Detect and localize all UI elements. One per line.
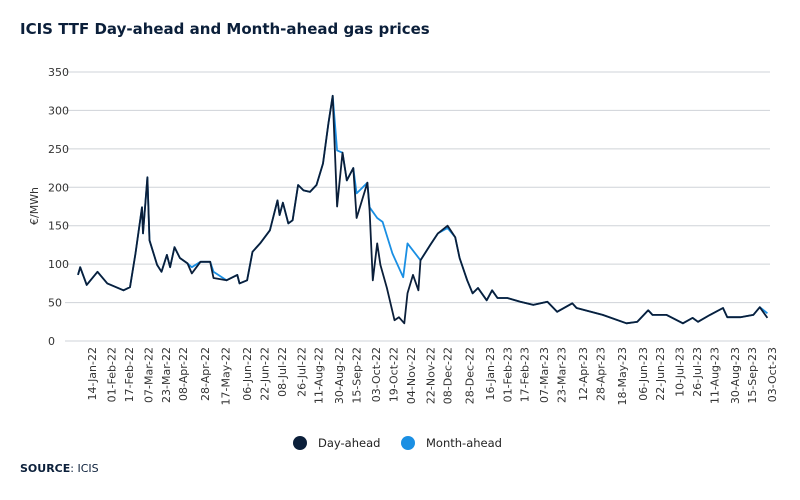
x-tick-label: 03-Oct-23 xyxy=(766,347,779,402)
series-line-day-ahead xyxy=(77,94,769,325)
x-tick-label: 12-Apr-23 xyxy=(577,347,590,401)
x-tick-label: 06-Jun-22 xyxy=(241,347,254,401)
x-tick-label: 23-Mar-22 xyxy=(160,347,173,403)
y-axis-label: €/MWh xyxy=(28,187,41,225)
chart-title: ICIS TTF Day-ahead and Month-ahead gas p… xyxy=(20,20,430,38)
x-tick-label: 26-Jul-23 xyxy=(691,347,704,397)
x-tick-label: 03-Oct-22 xyxy=(370,347,383,402)
x-tick-label: 22-Jun-22 xyxy=(258,347,271,401)
x-tick-label: 10-Jul-23 xyxy=(674,347,687,397)
y-tick-label: 250 xyxy=(48,143,69,156)
legend-label: Day-ahead xyxy=(318,436,380,450)
y-tick-label: 100 xyxy=(48,258,69,271)
x-tick-label: 14-Jan-22 xyxy=(86,347,99,401)
x-tick-label: 08-Apr-22 xyxy=(177,347,190,401)
source-label: SOURCE xyxy=(20,462,71,475)
legend-label: Month-ahead xyxy=(426,436,502,450)
x-tick-label: 06-Jun-23 xyxy=(637,347,650,401)
y-tick-label: 0 xyxy=(48,335,55,348)
x-tick-label: 08-Dec-22 xyxy=(442,347,455,404)
x-tick-label: 17-Feb-22 xyxy=(123,347,136,402)
source-note: SOURCE: ICIS xyxy=(20,462,99,475)
x-tick-label: 15-Sep-22 xyxy=(351,347,364,404)
x-tick-label: 15-Sep-23 xyxy=(746,347,759,404)
x-tick-label: 30-Aug-22 xyxy=(333,347,346,404)
x-tick-label: 17-Feb-23 xyxy=(519,347,532,402)
x-tick-label: 01-Feb-22 xyxy=(106,347,119,402)
x-tick-label: 11-Aug-23 xyxy=(708,347,721,404)
x-tick-label: 07-Mar-23 xyxy=(538,347,551,403)
x-tick-label: 04-Nov-22 xyxy=(405,347,418,404)
y-tick-label: 300 xyxy=(48,104,69,117)
x-tick-label: 07-Mar-22 xyxy=(142,347,155,403)
x-tick-label: 22-Nov-22 xyxy=(424,347,437,404)
y-tick-label: 200 xyxy=(48,181,69,194)
x-tick-label: 26-Jul-22 xyxy=(295,347,308,397)
legend-marker-month-ahead xyxy=(401,436,415,450)
x-tick-label: 23-Mar-23 xyxy=(555,347,568,403)
x-tick-label: 17-May-22 xyxy=(219,347,232,405)
x-tick-label: 30-Aug-23 xyxy=(729,347,742,404)
x-tick-label: 28-Dec-22 xyxy=(463,347,476,404)
y-tick-label: 50 xyxy=(48,297,62,310)
x-tick-label: 01-Feb-23 xyxy=(501,347,514,402)
x-tick-label: 11-Aug-22 xyxy=(313,347,326,404)
x-tick-label: 22-Jun-23 xyxy=(654,347,667,401)
x-tick-label: 16-Jan-23 xyxy=(484,347,497,401)
x-tick-label: 19-Oct-22 xyxy=(387,347,400,402)
x-tick-label: 28-Apr-23 xyxy=(594,347,607,401)
series-line-month-ahead xyxy=(77,94,768,325)
x-tick-label: 28-Apr-22 xyxy=(199,347,212,401)
y-tick-label: 150 xyxy=(48,220,69,233)
x-tick-label: 18-May-23 xyxy=(616,347,629,405)
x-tick-label: 08-Jul-22 xyxy=(276,347,289,397)
legend-marker-day-ahead xyxy=(293,436,307,450)
y-tick-label: 350 xyxy=(48,66,69,79)
source-value: : ICIS xyxy=(70,462,99,475)
